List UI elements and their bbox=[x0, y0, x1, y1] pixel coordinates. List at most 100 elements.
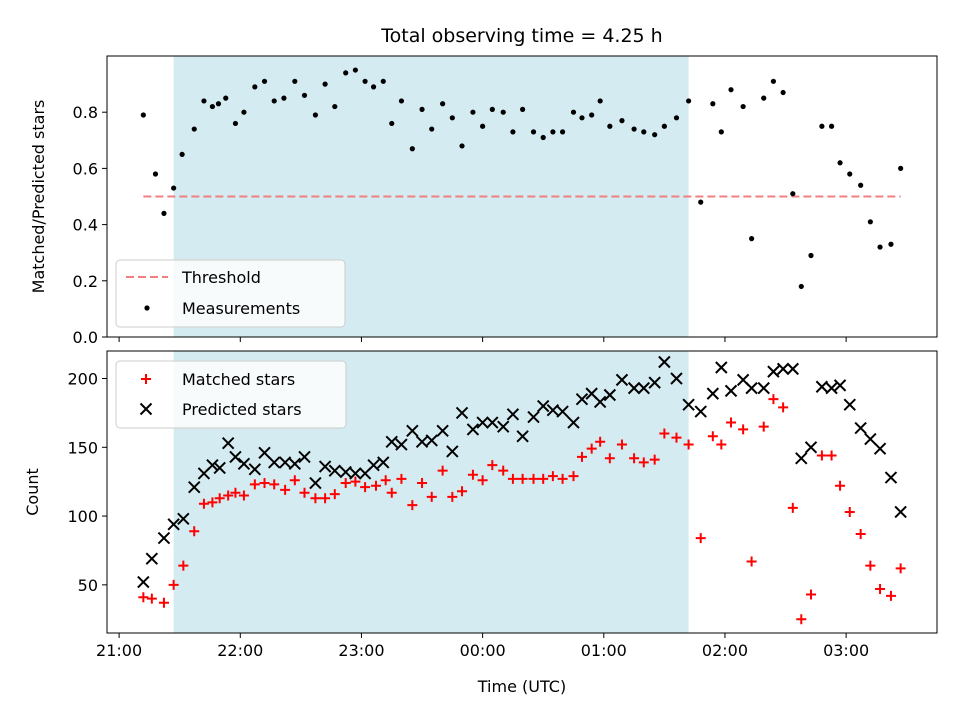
measurement-point bbox=[352, 67, 358, 73]
matched-star-point bbox=[738, 424, 749, 435]
measurement-point bbox=[370, 84, 377, 90]
measurement-point bbox=[761, 95, 767, 101]
legend-matched-swatch bbox=[141, 374, 151, 384]
measurement-point bbox=[808, 252, 814, 259]
matched-star-point bbox=[380, 475, 391, 486]
matched-star-point bbox=[223, 490, 234, 501]
predicted-star-point bbox=[658, 355, 671, 369]
matched-star-point bbox=[616, 439, 627, 450]
predicted-star-point bbox=[415, 435, 429, 448]
matched-star-point bbox=[586, 443, 597, 454]
matched-star-point bbox=[695, 533, 706, 544]
predicted-star-point bbox=[406, 424, 419, 437]
measurement-point bbox=[888, 241, 894, 247]
top-axes-frame bbox=[106, 55, 938, 338]
bottom-x-tick-label: 02:00 bbox=[702, 641, 748, 660]
predicted-star-point bbox=[278, 456, 292, 469]
predicted-star-point bbox=[786, 362, 800, 376]
measurement-point bbox=[140, 112, 146, 118]
predicted-star-point bbox=[527, 410, 540, 424]
measurement-point bbox=[520, 106, 526, 112]
predicted-star-point bbox=[339, 465, 352, 479]
top-y-tick-label: 0.6 bbox=[73, 159, 98, 178]
measurement-point bbox=[419, 106, 425, 112]
predicted-star-point bbox=[486, 416, 499, 429]
measurement-point bbox=[540, 134, 546, 141]
matched-star-point bbox=[507, 473, 518, 484]
matched-star-point bbox=[557, 473, 568, 484]
matched-star-point bbox=[269, 479, 280, 490]
matched-star-point bbox=[758, 421, 769, 432]
measurement-point bbox=[152, 171, 159, 177]
predicted-star-point bbox=[757, 381, 770, 395]
matched-star-point bbox=[885, 590, 896, 601]
matched-star-point bbox=[360, 482, 371, 493]
bottom-x-tick-label: 21:00 bbox=[96, 641, 142, 660]
measurement-point bbox=[686, 98, 692, 104]
matched-star-point bbox=[457, 486, 468, 497]
matched-star-point bbox=[716, 439, 727, 450]
matched-star-point bbox=[310, 493, 321, 504]
matched-star-point bbox=[875, 583, 886, 594]
measurement-point bbox=[281, 95, 287, 101]
matched-star-point bbox=[426, 491, 437, 502]
measurement-point bbox=[837, 160, 843, 166]
predicted-star-point bbox=[615, 373, 629, 387]
measurement-point bbox=[718, 129, 724, 135]
matched-star-point bbox=[629, 453, 640, 464]
matched-star-point bbox=[396, 473, 407, 484]
legend-threshold-label: Threshold bbox=[181, 268, 261, 287]
predicted-star-point bbox=[694, 405, 707, 418]
predicted-star-point bbox=[248, 463, 262, 476]
measurement-point bbox=[161, 210, 167, 216]
matched-star-point bbox=[604, 453, 615, 464]
predicted-star-point bbox=[556, 405, 569, 418]
predicted-star-point bbox=[309, 476, 322, 490]
predicted-star-point bbox=[854, 421, 867, 435]
measurement-point bbox=[429, 126, 435, 132]
top-legend: Threshold Measurements bbox=[115, 259, 346, 328]
matched-star-point bbox=[230, 487, 241, 498]
measurement-point bbox=[322, 81, 328, 87]
matched-star-point bbox=[865, 560, 876, 571]
measurement-point bbox=[449, 115, 455, 121]
measurement-point bbox=[241, 109, 247, 115]
predicted-star-point bbox=[318, 460, 332, 473]
predicted-star-point bbox=[795, 452, 808, 465]
measurement-point bbox=[271, 98, 277, 104]
measurement-point bbox=[179, 151, 185, 157]
bottom-y-axis-label: Count bbox=[23, 468, 42, 516]
predicted-star-point bbox=[213, 461, 226, 475]
measurement-point bbox=[301, 92, 308, 98]
matched-star-point bbox=[576, 451, 587, 462]
matched-star-point bbox=[238, 490, 249, 501]
predicted-star-point bbox=[648, 376, 661, 389]
predicted-star-point bbox=[425, 434, 438, 447]
measurement-point bbox=[828, 123, 835, 129]
measurement-point bbox=[798, 283, 804, 290]
measurement-point bbox=[440, 101, 446, 107]
bottom-legend-box bbox=[115, 360, 347, 429]
measurement-point bbox=[489, 106, 495, 112]
bottom-panel: 50 100 150 200 21:00 22:00 23:00 00:00 01:00 02:… bbox=[23, 350, 938, 696]
matched-star-point bbox=[568, 471, 579, 482]
bottom-x-tick-label: 01:00 bbox=[581, 641, 627, 660]
measurement-point bbox=[570, 109, 577, 115]
measurement-point bbox=[661, 123, 667, 129]
matched-star-point bbox=[826, 450, 837, 461]
predicted-star-point bbox=[221, 436, 235, 450]
measurement-point bbox=[550, 129, 556, 135]
predicted-star-point bbox=[466, 423, 480, 436]
matched-star-point bbox=[547, 471, 558, 482]
matched-star-point bbox=[895, 563, 906, 574]
predicted-star-point bbox=[536, 399, 550, 413]
measurement-point bbox=[698, 199, 704, 205]
matched-star-point bbox=[280, 484, 291, 495]
matched-star-point bbox=[638, 457, 649, 468]
matched-star-point bbox=[855, 528, 866, 539]
predicted-star-point bbox=[516, 430, 529, 443]
legend-predicted-swatch bbox=[139, 402, 153, 416]
predicted-star-point bbox=[137, 575, 150, 589]
measurement-point bbox=[480, 123, 486, 129]
measurement-point bbox=[215, 101, 222, 107]
